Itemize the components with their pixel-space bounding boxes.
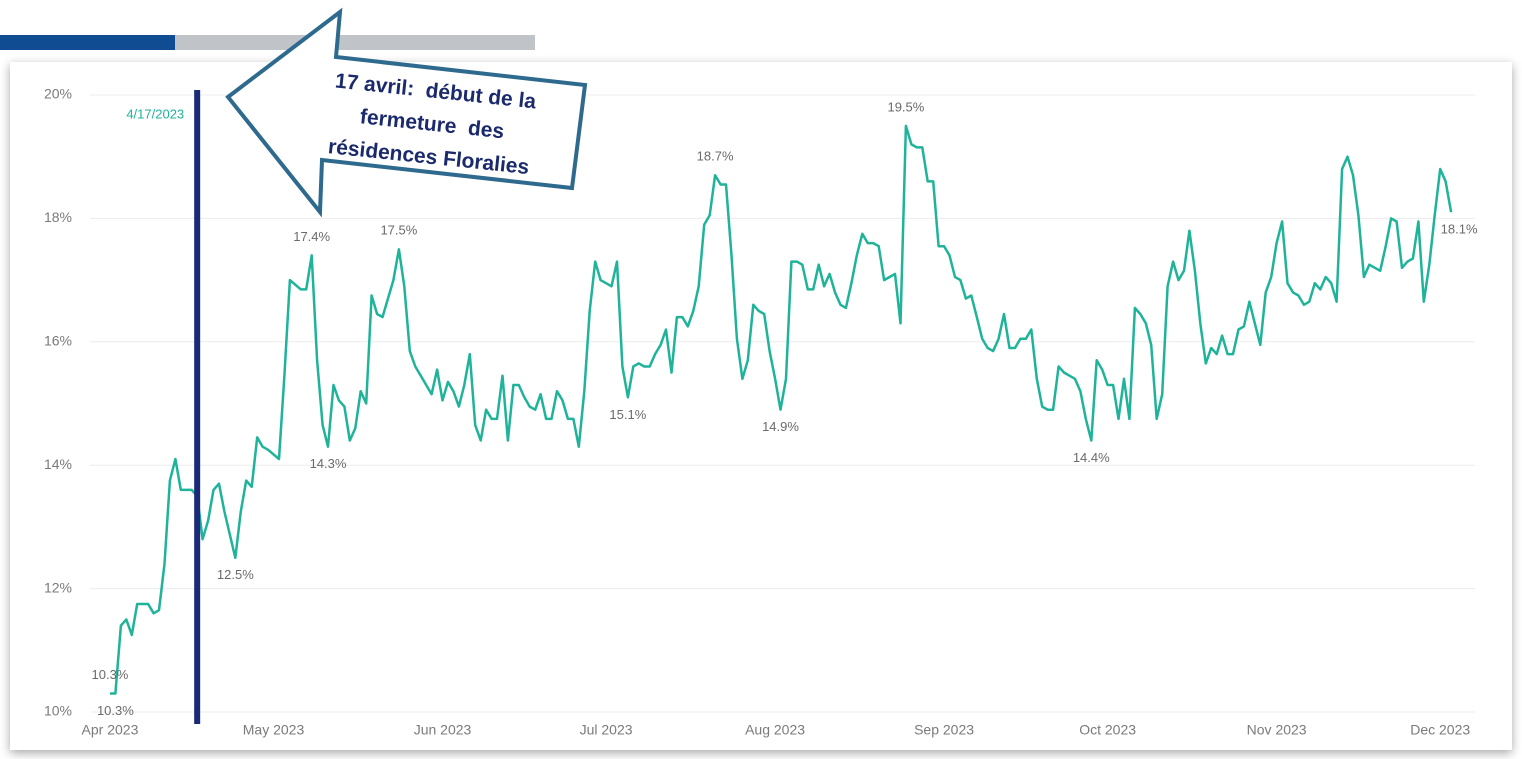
chart-panel: [10, 62, 1512, 750]
y-tick-label: 20%: [44, 86, 72, 102]
data-label: 17.4%: [293, 229, 330, 244]
x-tick-label: Apr 2023: [82, 722, 139, 738]
date-marker-label: 4/17/2023: [126, 106, 184, 121]
data-label: 14.4%: [1073, 450, 1110, 465]
y-tick-label: 10%: [44, 703, 72, 719]
x-tick-label: Oct 2023: [1079, 722, 1136, 738]
data-label: 18.1%: [1441, 222, 1478, 237]
deco-bar-blue: [0, 35, 175, 50]
data-label: 18.7%: [697, 149, 734, 164]
data-label: 17.5%: [380, 223, 417, 238]
data-label: 10.3%: [92, 667, 129, 682]
x-tick-label: Nov 2023: [1247, 722, 1307, 738]
data-line: [110, 124, 1453, 695]
deco-bar-gray: [175, 35, 535, 50]
data-label: 14.9%: [762, 419, 799, 434]
y-tick-label: 18%: [44, 209, 72, 225]
y-tick-label: 12%: [44, 579, 72, 595]
data-label: 14.3%: [310, 456, 347, 471]
x-tick-label: Aug 2023: [745, 722, 805, 738]
x-tick-label: May 2023: [243, 722, 305, 738]
data-label: 19.5%: [887, 99, 924, 114]
callout-arrow: [225, 7, 588, 218]
x-tick-label: Dec 2023: [1410, 722, 1470, 738]
x-tick-label: Jul 2023: [580, 722, 633, 738]
data-label: 15.1%: [609, 407, 646, 422]
data-label: 10.3%: [97, 703, 134, 718]
y-tick-label: 16%: [44, 333, 72, 349]
y-tick-label: 14%: [44, 456, 72, 472]
x-tick-label: Sep 2023: [914, 722, 974, 738]
x-tick-label: Jun 2023: [414, 722, 472, 738]
data-label: 12.5%: [217, 567, 254, 582]
